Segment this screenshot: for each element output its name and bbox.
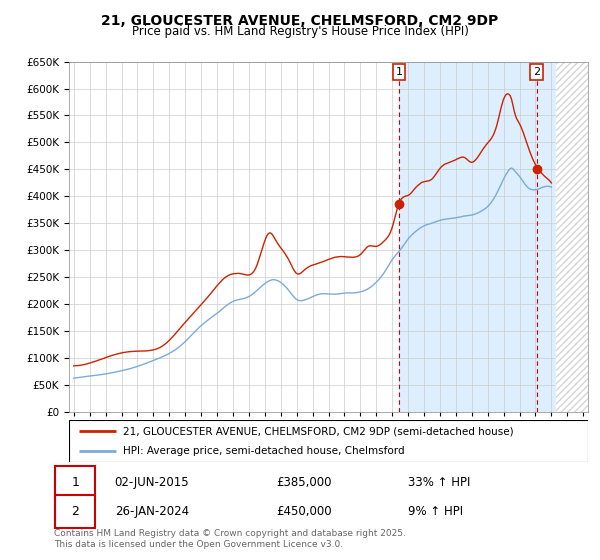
FancyBboxPatch shape [55, 495, 95, 529]
Bar [556, 62, 588, 412]
Text: 33% ↑ HPI: 33% ↑ HPI [408, 476, 470, 489]
Text: £450,000: £450,000 [276, 505, 331, 518]
FancyBboxPatch shape [69, 420, 588, 462]
Text: 2: 2 [71, 505, 79, 518]
Text: HPI: Average price, semi-detached house, Chelmsford: HPI: Average price, semi-detached house,… [124, 446, 405, 456]
Bar [399, 62, 556, 412]
Text: £385,000: £385,000 [276, 476, 331, 489]
Bar [556, 62, 588, 412]
Text: 02-JUN-2015: 02-JUN-2015 [115, 476, 190, 489]
Text: 26-JAN-2024: 26-JAN-2024 [115, 505, 189, 518]
Text: 1: 1 [395, 67, 403, 77]
Text: 9% ↑ HPI: 9% ↑ HPI [408, 505, 463, 518]
Text: Contains HM Land Registry data © Crown copyright and database right 2025.
This d: Contains HM Land Registry data © Crown c… [54, 529, 406, 549]
Text: 1: 1 [71, 476, 79, 489]
Text: 2: 2 [533, 67, 540, 77]
Text: 21, GLOUCESTER AVENUE, CHELMSFORD, CM2 9DP (semi-detached house): 21, GLOUCESTER AVENUE, CHELMSFORD, CM2 9… [124, 426, 514, 436]
Text: 21, GLOUCESTER AVENUE, CHELMSFORD, CM2 9DP: 21, GLOUCESTER AVENUE, CHELMSFORD, CM2 9… [101, 14, 499, 28]
FancyBboxPatch shape [55, 465, 95, 499]
Text: Price paid vs. HM Land Registry's House Price Index (HPI): Price paid vs. HM Land Registry's House … [131, 25, 469, 38]
